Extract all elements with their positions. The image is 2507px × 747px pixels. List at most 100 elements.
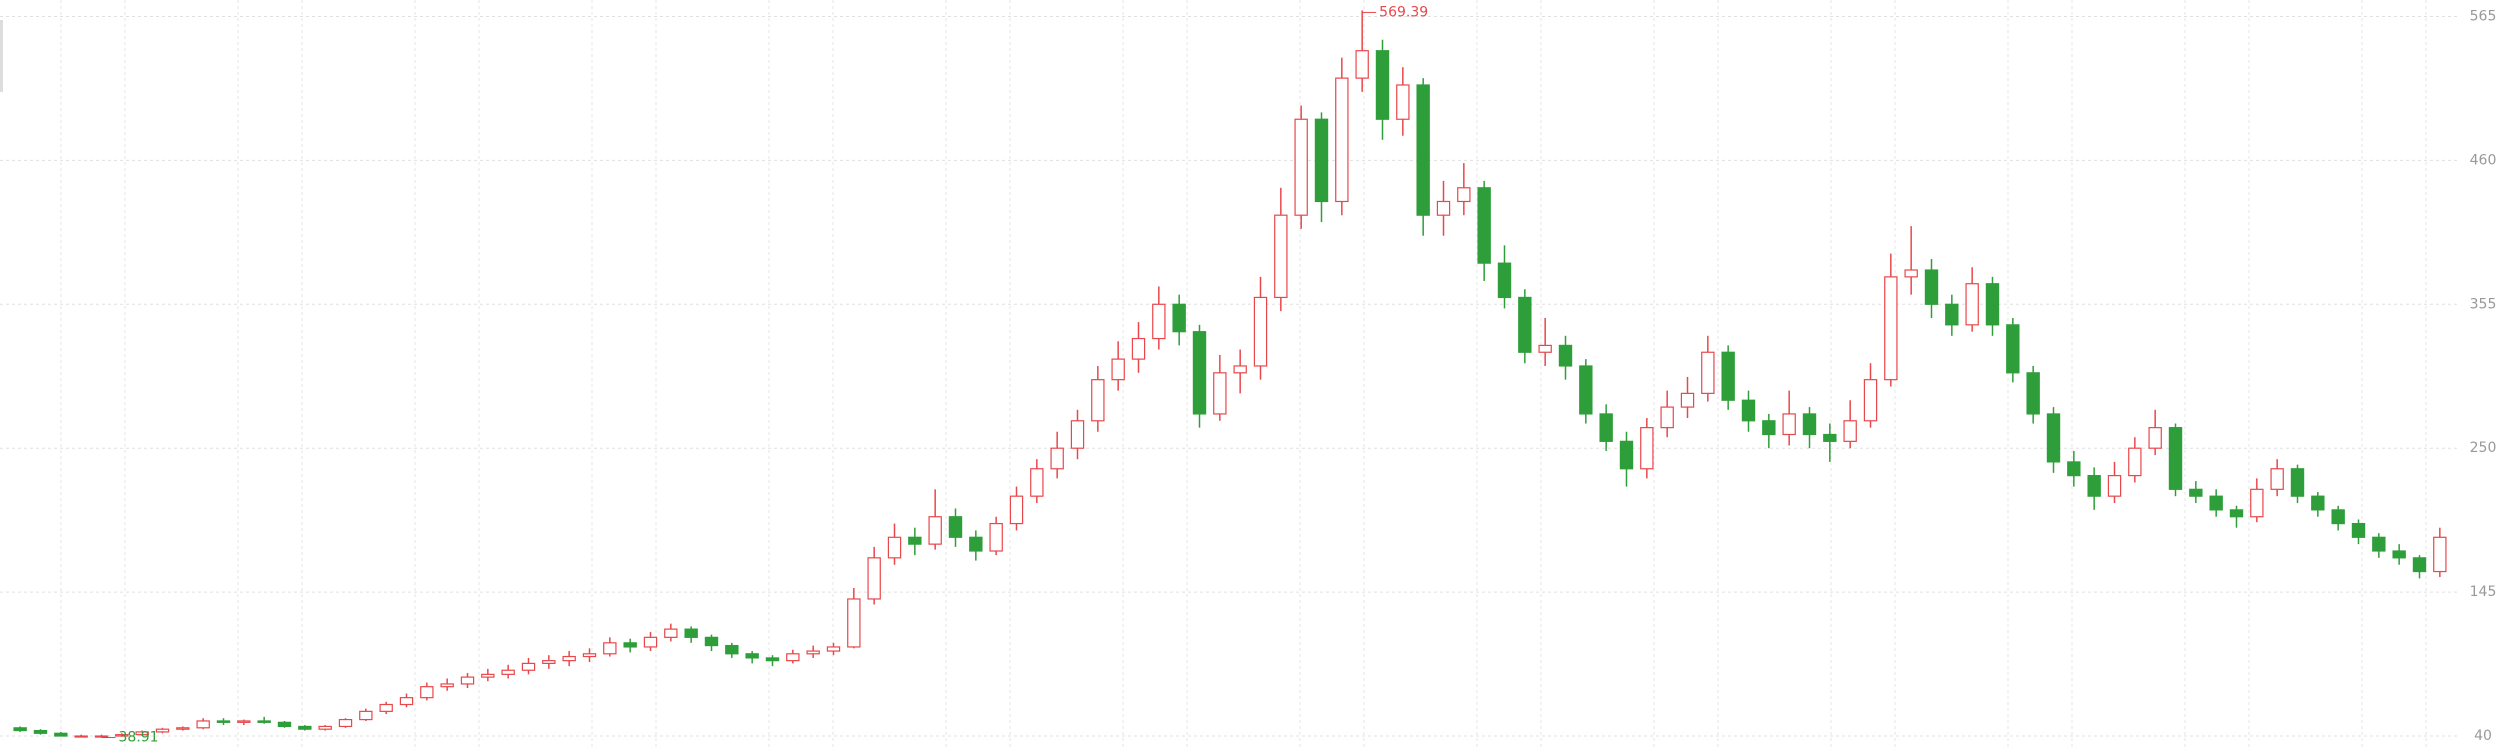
candle-body — [2067, 461, 2081, 477]
candle-body — [1721, 351, 1735, 401]
candle-body — [501, 669, 515, 675]
candle-body — [2372, 536, 2386, 552]
candle-body — [1599, 413, 1613, 442]
candle-body — [1396, 84, 1410, 120]
candle-body — [969, 536, 983, 552]
candle-body — [399, 697, 414, 706]
candle-body — [1233, 365, 1247, 374]
scroll-indicator — [0, 20, 3, 92]
candle-body — [1457, 187, 1471, 203]
candle-body — [643, 636, 658, 648]
candle-body — [948, 516, 963, 538]
candle-body — [1192, 331, 1207, 415]
candle-body — [2311, 495, 2325, 511]
candle-body — [806, 650, 820, 655]
candle-body — [989, 522, 1003, 552]
candle-body — [2433, 536, 2447, 573]
candle-body — [887, 536, 902, 559]
candle-body — [1253, 296, 1268, 367]
candle-body — [277, 721, 292, 728]
candle-body — [1294, 118, 1308, 216]
candle-body — [481, 673, 495, 678]
candle-body — [237, 720, 251, 723]
candle-body — [1985, 283, 2000, 326]
candle-body — [562, 655, 576, 662]
candle-body — [298, 725, 312, 730]
candle-body — [826, 646, 841, 652]
candle-body — [2229, 509, 2244, 518]
candle-body — [582, 653, 597, 658]
candle-body — [2209, 495, 2223, 511]
candle-body — [1497, 262, 1512, 299]
candle-body — [704, 636, 719, 647]
candle-body — [155, 728, 170, 733]
candle-body — [2412, 557, 2427, 573]
candle-body — [420, 686, 434, 699]
low-label: 38.91 — [119, 730, 159, 746]
candle-body — [1965, 283, 1979, 326]
labels: 40 145 250 355 460 565 569.39 38.91 — [101, 4, 2497, 746]
candle-body — [13, 727, 27, 732]
candle-body — [196, 720, 210, 729]
candle-body — [257, 720, 271, 723]
candle-body — [2046, 413, 2061, 463]
candle-body — [1782, 413, 1796, 436]
candle-body — [1863, 379, 1878, 422]
candle-body — [379, 703, 393, 712]
candle-body — [1558, 344, 1573, 367]
candle-body — [1152, 303, 1166, 340]
candle-body — [1131, 337, 1146, 360]
high-label: 569.39 — [1379, 4, 1428, 20]
candle-body — [1823, 433, 1837, 442]
candle-body — [1213, 372, 1227, 415]
candle-body — [786, 653, 800, 662]
candle-body — [1741, 399, 1756, 422]
candle-body — [2148, 427, 2162, 449]
candle-body — [1070, 420, 1085, 449]
candle-body — [1538, 344, 1552, 353]
candle-body — [1030, 468, 1044, 497]
candle-body — [2026, 372, 2040, 415]
candle-body — [2290, 468, 2305, 497]
candle-body — [1111, 358, 1125, 381]
candle-body — [1924, 269, 1939, 305]
candle-body — [908, 536, 922, 545]
candle-body — [74, 735, 88, 738]
candle-body — [542, 660, 556, 664]
candle-body — [623, 642, 637, 648]
candle-body — [1660, 406, 1674, 429]
candle-body — [1172, 303, 1186, 333]
candle-body — [765, 657, 780, 662]
candle-body — [2392, 550, 2406, 559]
y-tick-label: 460 — [2470, 152, 2497, 168]
candle-body — [2351, 522, 2366, 538]
candle-body — [1335, 77, 1349, 203]
candle-body — [1518, 296, 1532, 353]
y-tick-label: 355 — [2470, 296, 2497, 312]
candle-body — [2128, 447, 2142, 477]
candle-body — [521, 662, 536, 671]
y-tick-label: 40 — [2474, 728, 2492, 744]
candle-body — [603, 642, 617, 655]
candles — [13, 10, 2447, 738]
candle-body — [33, 729, 48, 734]
y-tick-label: 565 — [2470, 8, 2497, 24]
candle-body — [1416, 84, 1430, 216]
y-tick-label: 145 — [2470, 584, 2497, 600]
candle-body — [1436, 200, 1451, 216]
candle-body — [1762, 420, 1776, 436]
candle-body — [1579, 365, 1593, 415]
candle-body — [1701, 351, 1715, 394]
candle-body — [1843, 420, 1857, 442]
candle-body — [928, 516, 942, 545]
candle-body — [318, 725, 332, 730]
candle-body — [2250, 488, 2264, 518]
candle-body — [725, 644, 739, 655]
candle-body — [440, 683, 454, 688]
candle-body — [1375, 50, 1390, 120]
candle-body — [1680, 392, 1695, 408]
candle-body — [1050, 447, 1064, 470]
candle-body — [1884, 276, 1898, 381]
